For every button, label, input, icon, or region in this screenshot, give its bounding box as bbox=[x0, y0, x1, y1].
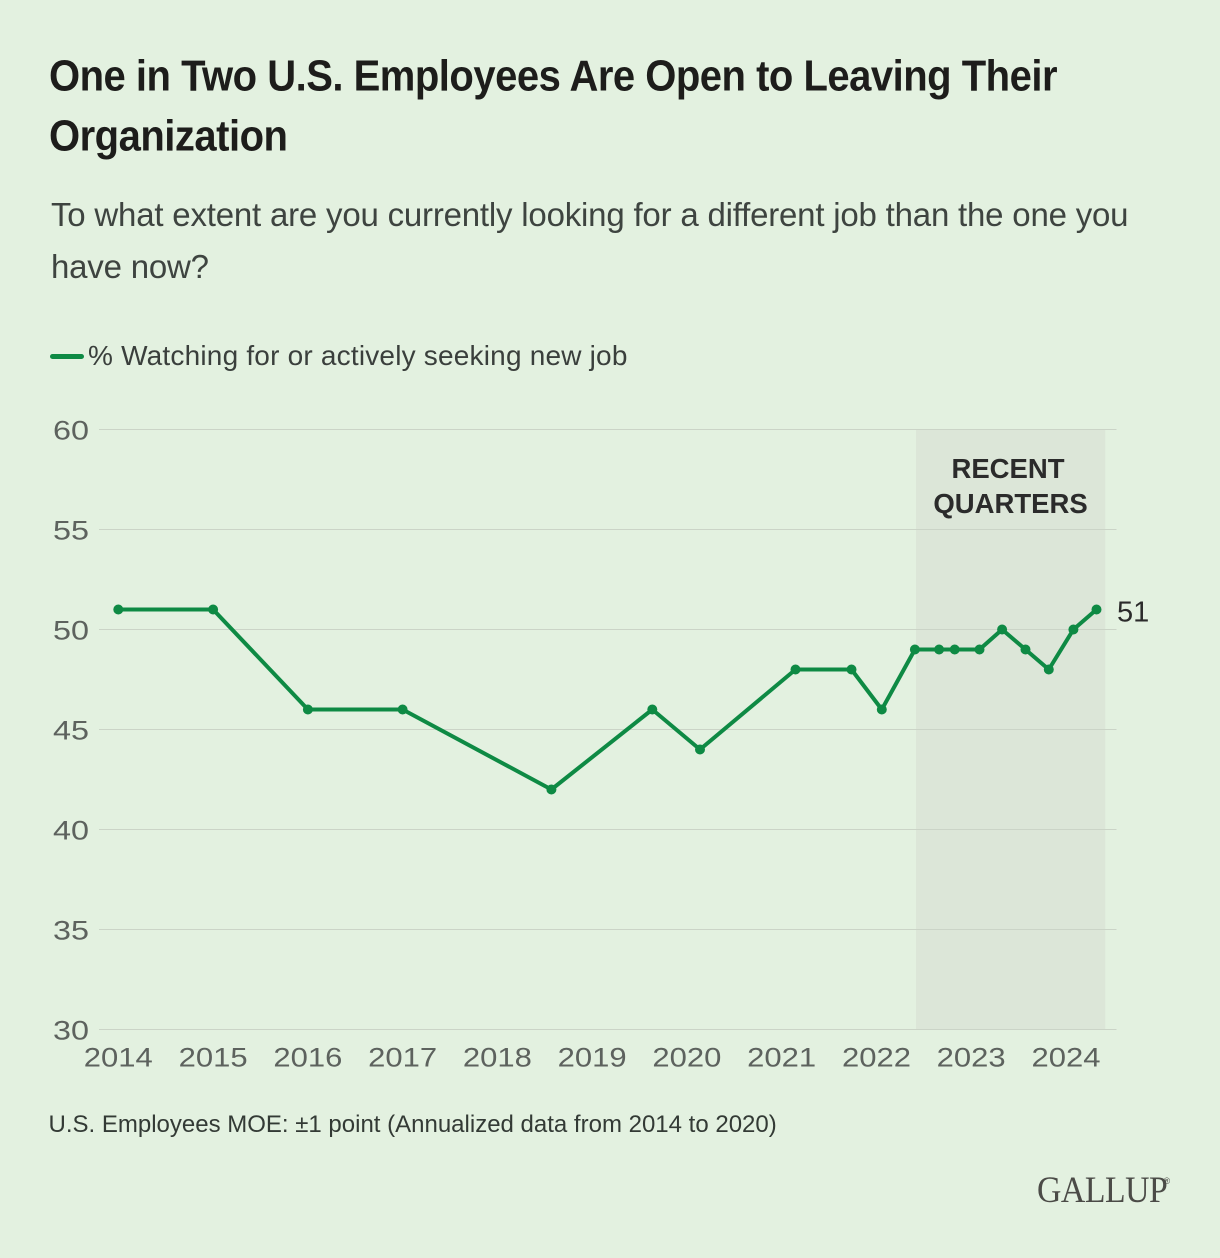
svg-text:45: 45 bbox=[53, 715, 89, 745]
svg-text:QUARTERS: QUARTERS bbox=[933, 488, 1087, 519]
svg-text:2024: 2024 bbox=[1032, 1043, 1101, 1073]
svg-text:2017: 2017 bbox=[368, 1043, 437, 1073]
svg-text:2021: 2021 bbox=[747, 1043, 816, 1073]
svg-text:2014: 2014 bbox=[84, 1043, 153, 1073]
svg-text:2018: 2018 bbox=[463, 1043, 532, 1073]
svg-text:2016: 2016 bbox=[273, 1043, 342, 1073]
svg-text:2022: 2022 bbox=[842, 1043, 911, 1073]
svg-text:2019: 2019 bbox=[558, 1043, 627, 1073]
svg-text:35: 35 bbox=[53, 915, 89, 945]
svg-text:55: 55 bbox=[53, 515, 89, 545]
svg-text:30: 30 bbox=[53, 1015, 89, 1045]
svg-text:40: 40 bbox=[53, 815, 89, 845]
svg-text:2020: 2020 bbox=[652, 1043, 721, 1073]
svg-text:2015: 2015 bbox=[179, 1043, 248, 1073]
svg-text:51: 51 bbox=[1117, 597, 1149, 629]
svg-text:RECENT: RECENT bbox=[951, 453, 1064, 484]
svg-text:50: 50 bbox=[53, 615, 89, 645]
svg-text:2023: 2023 bbox=[937, 1043, 1006, 1073]
svg-text:60: 60 bbox=[53, 415, 89, 445]
